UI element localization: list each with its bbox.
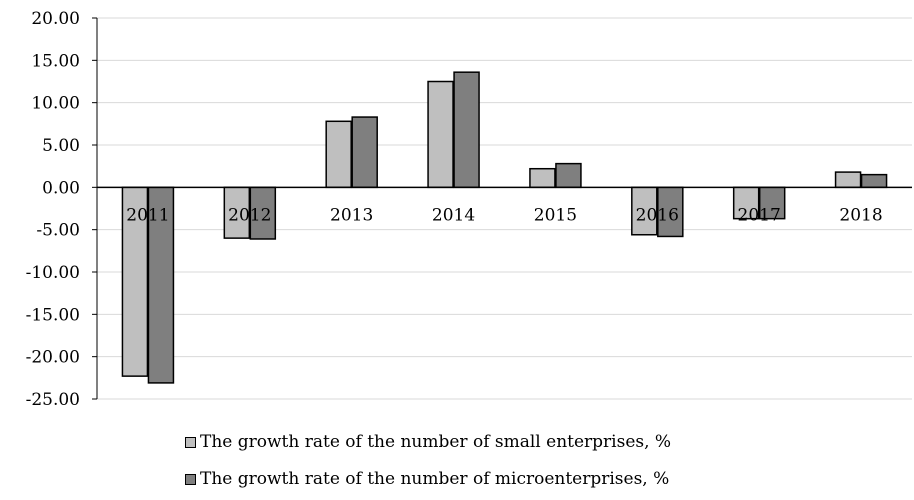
- y-tick-label: -15.00: [26, 305, 80, 325]
- bar-chart: 20.00 15.00 10.00 5.00 0.00 -5.00 -10.00 -15.00…: [26, 9, 912, 410]
- bar-small-2015: [529, 167, 556, 189]
- legend-swatch-micro: [185, 474, 196, 485]
- bar-small-2013: [325, 120, 352, 189]
- y-tick-label: 5.00: [42, 136, 80, 156]
- x-tick-label: 2014: [432, 205, 475, 225]
- legend-item-microenterprises: The growth rate of the number of microen…: [185, 469, 669, 489]
- y-tick-label: -20.00: [26, 348, 80, 368]
- y-tick-label: -25.00: [26, 390, 80, 410]
- bar-micro-2014: [453, 71, 480, 189]
- legend-label-micro: The growth rate of the number of microen…: [200, 469, 670, 489]
- gridlines: [97, 17, 912, 400]
- legend-item-small-enterprises: The growth rate of the number of small e…: [185, 432, 671, 452]
- x-tick-label: 2018: [839, 205, 882, 225]
- y-tick-labels: 20.00 15.00 10.00 5.00 0.00 -5.00 -10.00 -15.00…: [26, 9, 80, 410]
- bar-micro-2016: [657, 186, 684, 238]
- y-tick-label: 20.00: [31, 9, 80, 29]
- x-tick-labels: 2011 2012 2013 2014 2015 2016 2017 2018: [126, 205, 882, 225]
- y-tick-label: -5.00: [36, 221, 80, 241]
- x-tick-label: 2015: [534, 205, 577, 225]
- y-tick-label: 0.00: [42, 178, 80, 198]
- y-tick-label: -10.00: [26, 263, 80, 283]
- bar-micro-2013: [351, 116, 378, 189]
- bar-micro-2015: [555, 162, 582, 189]
- bar-micro-2011: [147, 186, 175, 384]
- x-tick-label: 2017: [738, 205, 781, 225]
- x-tick-label: 2011: [126, 205, 169, 225]
- bar-small-2014: [427, 80, 454, 189]
- y-tick-label: 10.00: [31, 94, 80, 114]
- bar-micro-2017: [758, 186, 786, 220]
- bar-small-2018: [834, 171, 862, 189]
- bar-micro-2018: [860, 173, 888, 189]
- x-tick-label: 2013: [330, 205, 373, 225]
- x-tick-label: 2012: [228, 205, 271, 225]
- legend-label-small: The growth rate of the number of small e…: [200, 432, 672, 452]
- legend-swatch-small: [185, 437, 196, 448]
- axes: [92, 17, 912, 400]
- x-tick-label: 2016: [636, 205, 679, 225]
- bar-micro-2012: [249, 186, 277, 240]
- y-tick-label: 15.00: [31, 51, 80, 71]
- bars: [121, 71, 888, 384]
